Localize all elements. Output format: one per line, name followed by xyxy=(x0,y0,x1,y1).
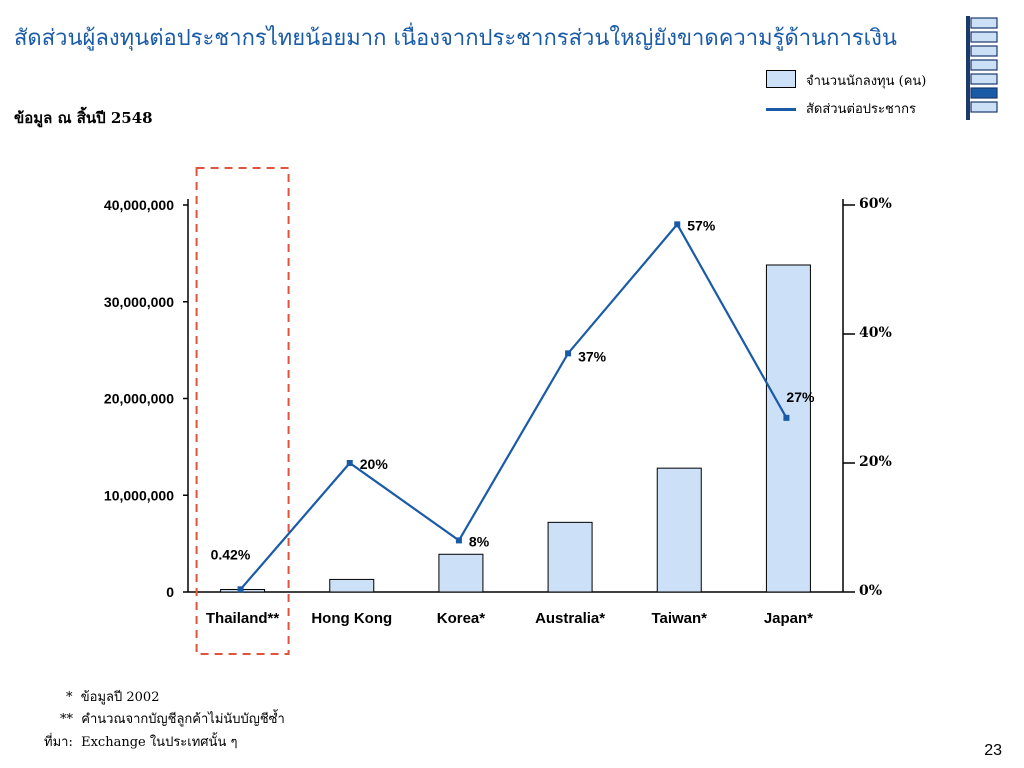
footnote-2-text: คำนวณจากบัญชีลูกค้าไม่นับบัญชีซ้ำ xyxy=(81,712,285,727)
line-data-label: 8% xyxy=(469,533,490,549)
line-point xyxy=(346,460,353,466)
bar xyxy=(765,264,811,593)
line-data-label: 27% xyxy=(786,389,815,405)
left-axis-tick-label: 0 xyxy=(166,584,174,600)
right-axis-tick-label: 60% xyxy=(859,196,892,212)
line-point xyxy=(237,586,244,593)
slide-title: สัดส่วนผู้ลงทุนต่อประชากรไทยน้อยมาก เนื่… xyxy=(14,26,897,51)
source-text: Exchange ในประเทศนั้น ๆ xyxy=(81,735,238,750)
line-point xyxy=(674,221,681,228)
category-label: Australia* xyxy=(535,610,605,627)
line-data-label: 20% xyxy=(360,456,389,472)
bar xyxy=(656,467,702,593)
category-label: Japan* xyxy=(764,610,813,627)
category-label: Thailand** xyxy=(206,610,280,627)
source-marker: ที่มา: xyxy=(44,735,73,750)
left-axis-tick-label: 40,000,000 xyxy=(104,197,174,213)
bar xyxy=(547,521,593,593)
legend-line-label: สัดส่วนต่อประชากร xyxy=(806,102,916,117)
bar-swatch-icon xyxy=(766,70,796,88)
line-swatch-icon xyxy=(766,108,796,111)
line-point xyxy=(455,537,462,544)
right-axis-tick-label: 20% xyxy=(859,454,892,470)
category-label: Korea* xyxy=(437,610,486,627)
ratio-line xyxy=(239,222,788,591)
footnote-1-text: ข้อมูลปี 2002 xyxy=(80,690,160,705)
right-axis-tick-label: 0% xyxy=(859,583,882,599)
footnote-2: ** คำนวณจากบัญชีลูกค้าไม่นับบัญชีซ้ำ xyxy=(60,708,285,729)
page-number: 23 xyxy=(984,742,1002,759)
left-axis-tick-label: 30,000,000 xyxy=(104,294,174,310)
line-data-label: 57% xyxy=(687,217,716,233)
source-note: ที่มา: Exchange ในประเทศนั้น ๆ xyxy=(44,731,237,752)
slide-subtitle: ข้อมูล ณ สิ้นปี 2548 xyxy=(14,109,153,127)
left-axis-tick-label: 10,000,000 xyxy=(104,487,174,503)
footnote-1-marker: * xyxy=(66,690,73,705)
footnote-1: * ข้อมูลปี 2002 xyxy=(66,686,159,707)
category-label: Taiwan* xyxy=(651,610,707,627)
line-data-label: 37% xyxy=(578,348,607,364)
left-axis-tick-label: 20,000,000 xyxy=(104,391,174,407)
footnote-2-marker: ** xyxy=(60,712,73,727)
line-point xyxy=(783,414,790,421)
bar xyxy=(438,553,484,593)
bar xyxy=(329,578,375,593)
line-point xyxy=(565,350,572,357)
category-label: Hong Kong xyxy=(311,610,392,627)
right-axis-tick-label: 40% xyxy=(859,325,892,341)
highlight-box xyxy=(195,167,290,655)
legend-bar-label: จำนวนนักลงทุน (คน) xyxy=(806,74,927,89)
decorative-stripes-icon xyxy=(966,16,998,120)
line-data-label: 0.42% xyxy=(211,546,251,562)
